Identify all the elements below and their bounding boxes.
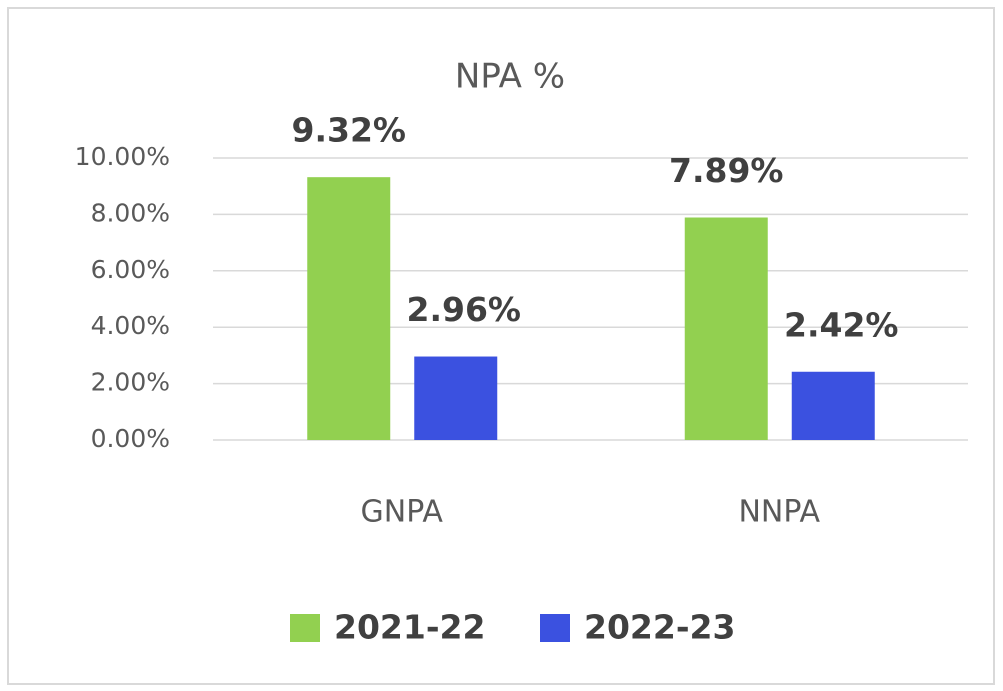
y-tick-label: 0.00% xyxy=(91,424,170,453)
chart-border xyxy=(7,7,995,685)
y-tick-label: 10.00% xyxy=(75,142,170,171)
y-tick-label: 8.00% xyxy=(91,198,170,227)
y-tick-label: 2.00% xyxy=(91,368,170,397)
legend-swatch xyxy=(290,614,320,642)
bar xyxy=(307,177,391,440)
legend-label: 2022-23 xyxy=(584,608,735,647)
legend-label: 2021-22 xyxy=(334,608,485,647)
bar xyxy=(791,371,875,440)
y-tick-label: 4.00% xyxy=(91,311,170,340)
legend-swatch xyxy=(540,614,570,642)
data-label: 2.96% xyxy=(407,290,522,329)
data-label: 9.32% xyxy=(292,111,407,150)
chart-title: NPA % xyxy=(455,57,565,97)
x-tick-label: GNPA xyxy=(361,495,444,530)
bar xyxy=(414,356,498,440)
data-label: 2.42% xyxy=(784,305,899,344)
bar xyxy=(684,217,768,440)
x-tick-label: NNPA xyxy=(738,495,820,530)
y-tick-label: 6.00% xyxy=(91,255,170,284)
data-label: 7.89% xyxy=(669,151,784,190)
